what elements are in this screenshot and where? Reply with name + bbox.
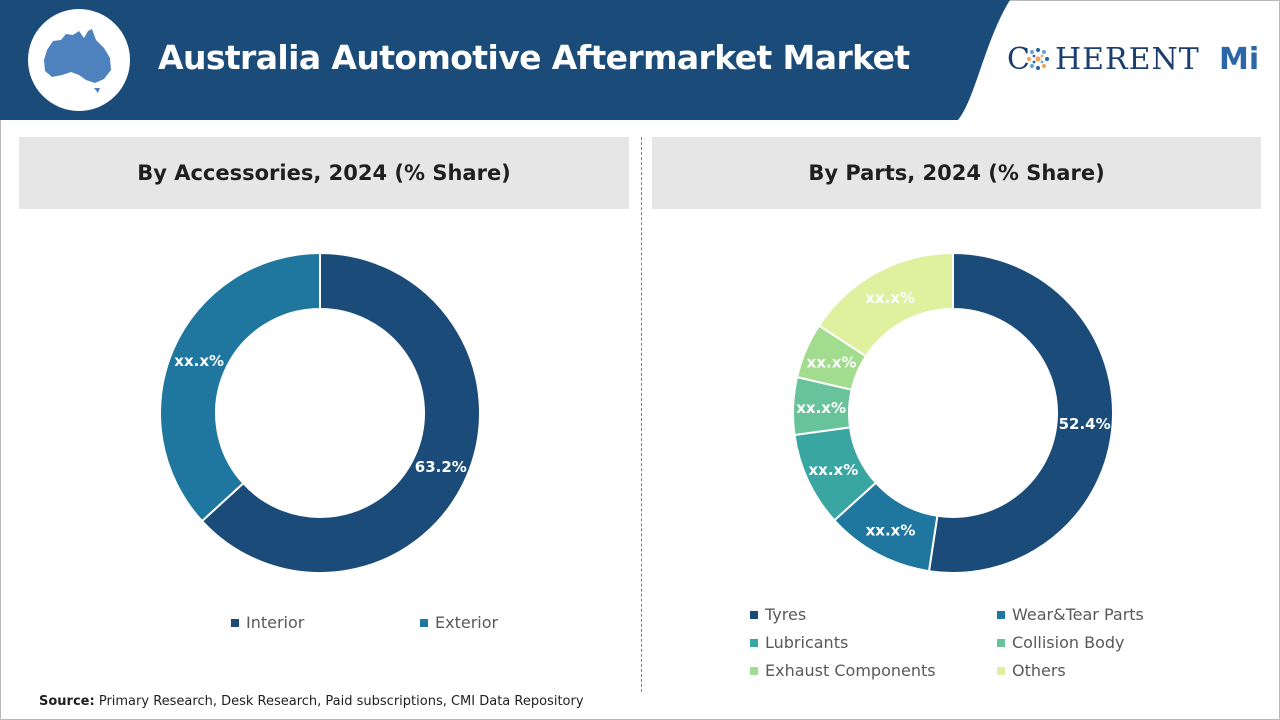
- australia-map-icon: [44, 29, 111, 83]
- legend-label: Others: [1012, 661, 1066, 680]
- legend-item: Lubricants: [750, 633, 848, 652]
- legend-item: Interior: [231, 613, 304, 632]
- tasmania-shape: [94, 88, 100, 93]
- legend-swatch: [231, 618, 239, 627]
- header-banner: [0, 0, 1010, 120]
- legend-item: Wear&Tear Parts: [997, 605, 1144, 624]
- banner-shape: [0, 0, 1010, 120]
- data-label: xx.x%: [807, 353, 857, 371]
- legend-swatch: [750, 610, 758, 619]
- brand-logo: C HERENT Mi: [1007, 42, 1269, 82]
- logo-text-c: C: [1007, 42, 1031, 77]
- legend-item: Tyres: [750, 605, 806, 624]
- panel-title-parts: By Parts, 2024 (% Share): [652, 137, 1261, 209]
- legend-item: Others: [997, 661, 1066, 680]
- legend-item: Collision Body: [997, 633, 1124, 652]
- legend-swatch: [997, 666, 1005, 675]
- source-note: Source: Primary Research, Desk Research,…: [39, 694, 584, 709]
- data-label: xx.x%: [796, 399, 846, 417]
- legend-swatch: [997, 638, 1005, 647]
- legend-swatch: [750, 638, 758, 647]
- panel-divider: [641, 137, 642, 692]
- legend-label: Tyres: [765, 605, 807, 624]
- donut-slice-tyres: [927, 251, 1114, 574]
- data-label: 52.4%: [1059, 415, 1111, 433]
- donut-slice-interior: [200, 251, 481, 574]
- legend-item: Exhaust Components: [750, 661, 936, 680]
- logo-accent: Mi: [1219, 42, 1260, 77]
- panel-title-accessories: By Accessories, 2024 (% Share): [19, 137, 629, 209]
- source-label: Source:: [39, 694, 95, 709]
- legend-label: Lubricants: [765, 633, 849, 652]
- legend-label: Collision Body: [1012, 633, 1125, 652]
- legend-swatch: [750, 666, 758, 675]
- page-title: Australia Automotive Aftermarket Market: [158, 38, 910, 77]
- legend-swatch: [997, 610, 1005, 619]
- logo-text-rest: HERENT: [1054, 42, 1200, 77]
- legend-label: Interior: [246, 613, 305, 632]
- source-text: Primary Research, Desk Research, Paid su…: [98, 694, 584, 709]
- data-label: xx.x%: [865, 289, 915, 307]
- legend-label: Exhaust Components: [765, 661, 936, 680]
- data-label: xx.x%: [174, 352, 224, 370]
- legend-item: Exterior: [420, 613, 498, 632]
- donut-slice-exterior: [159, 251, 321, 523]
- legend-label: Exterior: [435, 613, 499, 632]
- donut-slice-others: [817, 251, 954, 358]
- legend-swatch: [420, 618, 428, 627]
- data-label: 63.2%: [415, 458, 467, 476]
- data-label: xx.x%: [809, 461, 859, 479]
- logo-dot-icon: [1026, 47, 1050, 71]
- legend-label: Wear&Tear Parts: [1012, 605, 1144, 624]
- data-label: xx.x%: [866, 521, 916, 539]
